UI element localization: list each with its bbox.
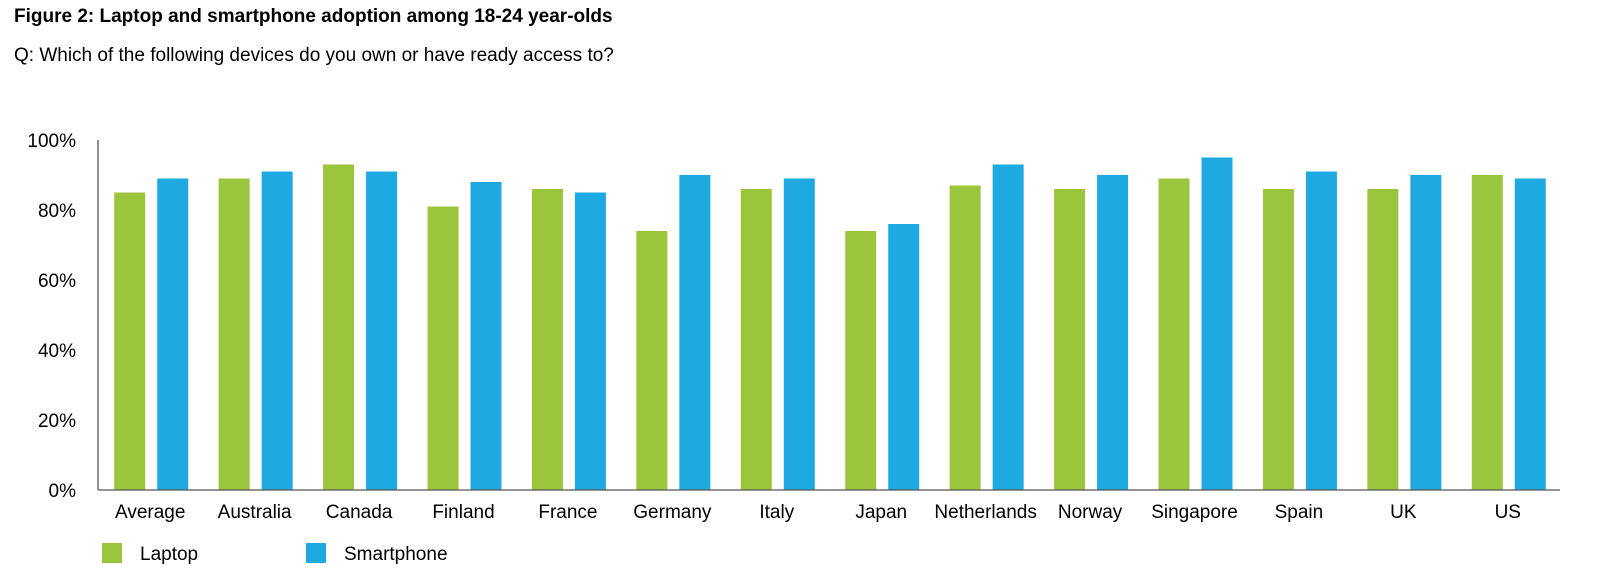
x-tick-label: Japan [855,502,907,523]
bar-laptop-japan [845,231,877,490]
legend-swatch-smartphone [306,543,326,563]
y-tick-label: 20% [38,411,76,432]
bar-smartphone-singapore [1201,157,1233,490]
y-axis-ticks: 0% 20% 40% 60% 80% 100% [27,131,76,502]
figure-title: Figure 2: Laptop and smartphone adoption… [14,6,613,27]
bar-smartphone-france [574,192,606,490]
x-tick-label: Netherlands [934,502,1036,523]
x-tick-label: UK [1390,502,1417,523]
legend-swatch-laptop [102,543,122,563]
bar-smartphone-canada [366,171,398,490]
x-tick-label: Average [115,502,185,523]
y-tick-label: 40% [38,341,76,362]
bar-smartphone-spain [1305,171,1337,490]
bar-smartphone-italy [783,178,815,490]
figure-question: Q: Which of the following devices do you… [14,45,614,66]
bar-laptop-france [531,189,563,490]
bar-laptop-canada [323,164,355,490]
y-tick-label: 60% [38,271,76,292]
y-tick-label: 100% [27,131,76,152]
bar-smartphone-finland [470,182,502,490]
bar-smartphone-germany [679,175,711,490]
bar-laptop-singapore [1158,178,1190,490]
bar-smartphone-us [1514,178,1546,490]
legend-label-laptop: Laptop [140,544,198,565]
x-tick-label: Singapore [1151,502,1238,523]
x-tick-label: France [538,502,597,523]
legend: Laptop Smartphone [102,543,448,565]
y-tick-label: 80% [38,201,76,222]
x-tick-label: Finland [432,502,494,523]
y-tick-label: 0% [49,481,77,502]
bar-laptop-norway [1054,189,1086,490]
bar-smartphone-japan [888,224,920,490]
x-tick-label: Spain [1275,502,1324,523]
bar-laptop-uk [1367,189,1399,490]
bar-smartphone-australia [261,171,293,490]
bar-smartphone-netherlands [992,164,1024,490]
bar-laptop-italy [740,189,772,490]
bar-laptop-netherlands [949,185,981,490]
x-axis-labels: Average Australia Canada Finland France Germa… [115,502,1521,523]
legend-label-smartphone: Smartphone [344,544,448,565]
bar-laptop-spain [1262,189,1294,490]
bars [114,157,1546,490]
x-tick-label: Italy [759,502,794,523]
bar-laptop-finland [427,206,459,490]
axes [97,140,1560,491]
bar-smartphone-norway [1097,175,1129,490]
bar-smartphone-uk [1410,175,1442,490]
x-tick-label: Germany [633,502,712,523]
bar-smartphone-average [157,178,189,490]
x-tick-label: Australia [218,502,292,523]
x-tick-label: Canada [326,502,393,523]
bar-laptop-average [114,192,146,490]
x-tick-label: US [1495,502,1521,523]
x-tick-label: Norway [1058,502,1123,523]
bar-laptop-australia [218,178,250,490]
bar-laptop-germany [636,231,668,490]
bar-laptop-us [1471,175,1503,490]
